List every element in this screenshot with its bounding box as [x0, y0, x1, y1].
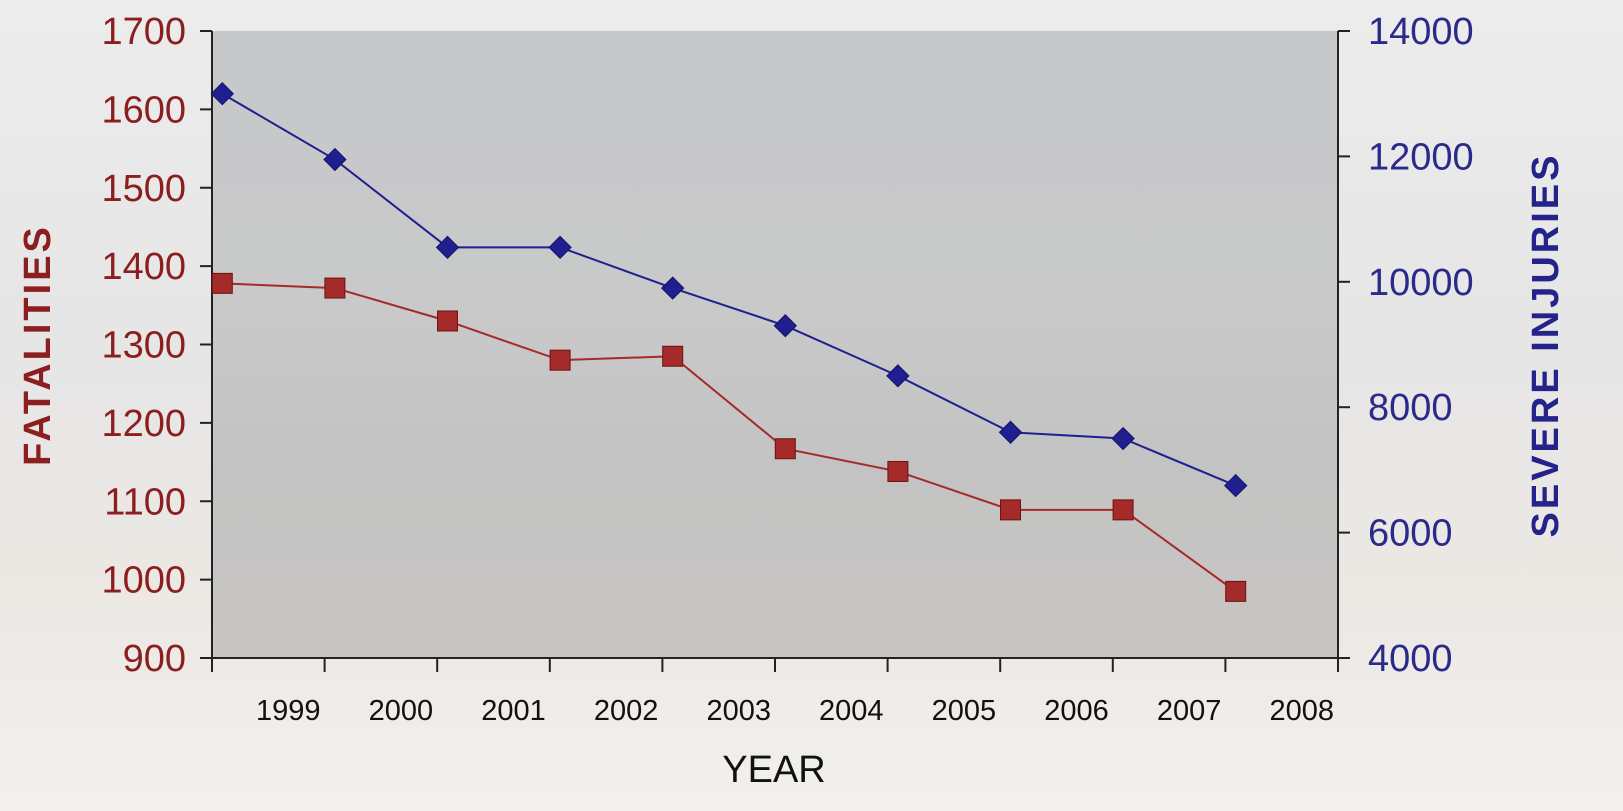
series-layer: [210, 81, 1248, 602]
fatalities-point: [1112, 499, 1134, 521]
fatalities-point: [211, 272, 233, 294]
x-tick-label: 2005: [932, 695, 997, 727]
left-tick-label: 1600: [101, 89, 186, 131]
fatalities-point: [437, 310, 458, 332]
x-tick-label: 2003: [706, 695, 771, 727]
severe-injuries-point: [773, 313, 798, 338]
plot-area: [212, 31, 1338, 658]
severe-injuries-point: [660, 276, 685, 300]
left-tick-label: 1700: [101, 11, 186, 53]
left-tick-label: 1500: [101, 168, 186, 210]
right-tick-label: 14000: [1368, 11, 1474, 53]
labels: FATALITIES SEVERE INJURIES YEAR: [17, 153, 1567, 792]
left-tick-label: 1300: [101, 325, 186, 367]
left-tick-label: 900: [123, 638, 186, 680]
severe-injuries-point: [323, 147, 347, 172]
severe-injuries-point: [998, 420, 1023, 444]
fatalities-point: [774, 438, 796, 460]
right-tick-label: 10000: [1368, 262, 1474, 304]
series-line-left: [222, 282, 1237, 593]
axes: 1700 1600 1500 1400 1300 1200 1100 1000 900 14000…: [101, 11, 1473, 727]
fatalities-point: [324, 277, 346, 299]
severe-injuries-point: [210, 81, 235, 106]
x-tick-label: 2004: [819, 695, 884, 727]
x-tick-label: 1999: [256, 695, 321, 727]
x-tick-label: 2007: [1157, 695, 1222, 727]
x-tick-label: 2001: [481, 695, 546, 727]
left-tick-label: 1400: [101, 246, 186, 288]
fatalities-point: [1000, 499, 1021, 521]
series-line-right: [221, 92, 1237, 487]
fatalities-point: [1225, 580, 1247, 602]
right-axis-title: SEVERE INJURIES: [1525, 153, 1567, 538]
x-tick-label: 2008: [1269, 695, 1334, 727]
right-tick-label: 4000: [1368, 638, 1453, 680]
left-axis-title: FATALITIES: [17, 224, 59, 466]
right-tick-label: 12000: [1368, 136, 1474, 178]
fatalities-point: [549, 349, 571, 371]
severe-injuries-point: [435, 235, 460, 260]
severe-injuries-point: [1223, 473, 1248, 498]
x-axis-title: YEAR: [722, 749, 825, 791]
left-tick-label: 1200: [101, 403, 186, 445]
right-tick-label: 8000: [1368, 387, 1453, 429]
x-tick-label: 2002: [594, 695, 659, 727]
x-tick-label: 2006: [1044, 695, 1109, 727]
severe-injuries-point: [886, 364, 910, 388]
severe-injuries-point: [548, 235, 572, 260]
fatalities-point: [662, 345, 684, 367]
x-tick-label: 2000: [369, 695, 434, 727]
left-tick-label: 1000: [101, 560, 186, 602]
left-tick-label: 1100: [104, 481, 186, 523]
severe-injuries-point: [1111, 426, 1135, 451]
fatalities-point: [887, 460, 909, 482]
right-tick-label: 6000: [1368, 513, 1453, 555]
